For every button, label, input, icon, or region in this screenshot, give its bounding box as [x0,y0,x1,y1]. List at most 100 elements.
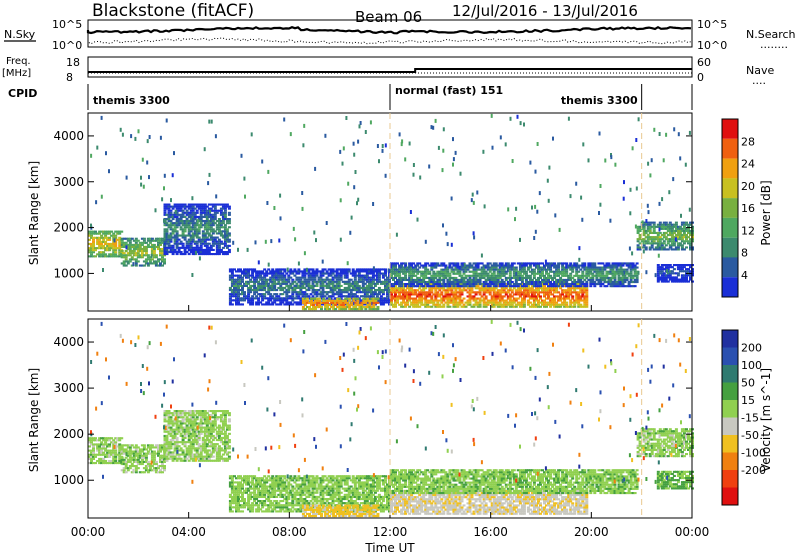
power-cell [599,283,603,286]
freq-tick-hi: 18 [66,56,80,69]
power-cell [295,284,299,287]
power-cell [173,215,177,218]
power-cell [221,215,225,218]
power-cell [219,226,223,229]
power-cell [279,268,283,271]
power-scatter-point [364,130,367,134]
power-cell [183,203,187,206]
power-cell [553,295,557,298]
power-cell [358,303,362,306]
power-cell [575,264,579,267]
power-cell [136,252,140,255]
power-cell [555,285,559,288]
power-cell [452,303,456,306]
power-cell [412,293,416,296]
power-cell [359,270,363,273]
power-cell [100,236,104,239]
power-cell [460,299,464,302]
power-cell [633,264,637,267]
power-cell [559,305,563,308]
power-cell [666,272,670,275]
power-cell [496,276,500,279]
power-cell [345,274,349,277]
power-cell [102,247,106,250]
power-cell [490,297,494,300]
power-cell [466,278,470,281]
power-cell [388,301,391,304]
power-cell [305,295,309,298]
power-cell [549,301,553,304]
power-cell [676,264,680,267]
noise-lines [86,25,692,45]
power-cell [193,224,197,227]
power-cell [297,291,301,294]
power-cell [682,264,686,267]
power-cell [666,264,670,267]
power-cell [502,266,506,269]
power-cell [410,287,414,290]
power-cell [498,289,502,292]
power-cell [424,276,428,279]
power-cell [424,272,428,275]
power-cell [674,276,678,279]
power-cell [468,270,472,273]
power-cell [128,260,132,263]
power-cell [140,264,144,267]
power-cell [257,270,261,273]
power-cell [205,232,209,235]
power-cell [625,278,629,281]
power-cell [561,266,565,269]
power-cell [108,245,112,248]
power-cell [660,227,664,230]
power-cell [464,305,468,308]
power-cell [331,293,335,296]
power-cell [448,262,452,265]
power-cell [323,295,327,298]
power-cell [217,246,221,249]
power-cell [177,218,181,221]
power-cell [666,248,670,251]
power-cell [228,274,232,277]
power-cell [183,238,187,241]
power-cell [611,264,615,267]
power-cell [169,248,173,251]
power-cell [223,213,227,216]
power-cell [90,242,93,245]
power-cell [617,270,621,273]
power-cell [420,303,424,306]
power-cell [498,291,502,294]
power-cell [322,299,326,302]
power-cell [480,283,484,286]
power-cell [134,241,138,244]
power-cell [418,281,422,284]
power-cell [235,289,238,292]
power-cell [96,232,100,235]
power-cell [660,274,664,277]
power-cell [173,242,177,245]
power-cell [249,284,253,287]
power-cell [211,253,215,256]
power-cell [434,285,438,288]
y-tick-label: 4000 [53,129,84,143]
power-cell [321,272,325,275]
power-cell [241,278,244,281]
power-cell [257,297,261,300]
power-cell [108,253,112,256]
power-cell [660,225,664,228]
power-cell [106,245,110,248]
power-cell [197,226,201,229]
power-cell [235,280,238,283]
power-cell [221,205,225,208]
power-cell [337,278,341,281]
power-cell [255,295,259,298]
power-cell [591,278,595,281]
power-cell [253,268,257,271]
power-cell [227,248,231,251]
power-cell [114,230,118,233]
power-cell [261,299,265,302]
power-cell [122,262,126,265]
power-cell [416,278,420,281]
power-cell [559,297,563,300]
power-cell [420,291,424,294]
power-cell [434,266,438,269]
